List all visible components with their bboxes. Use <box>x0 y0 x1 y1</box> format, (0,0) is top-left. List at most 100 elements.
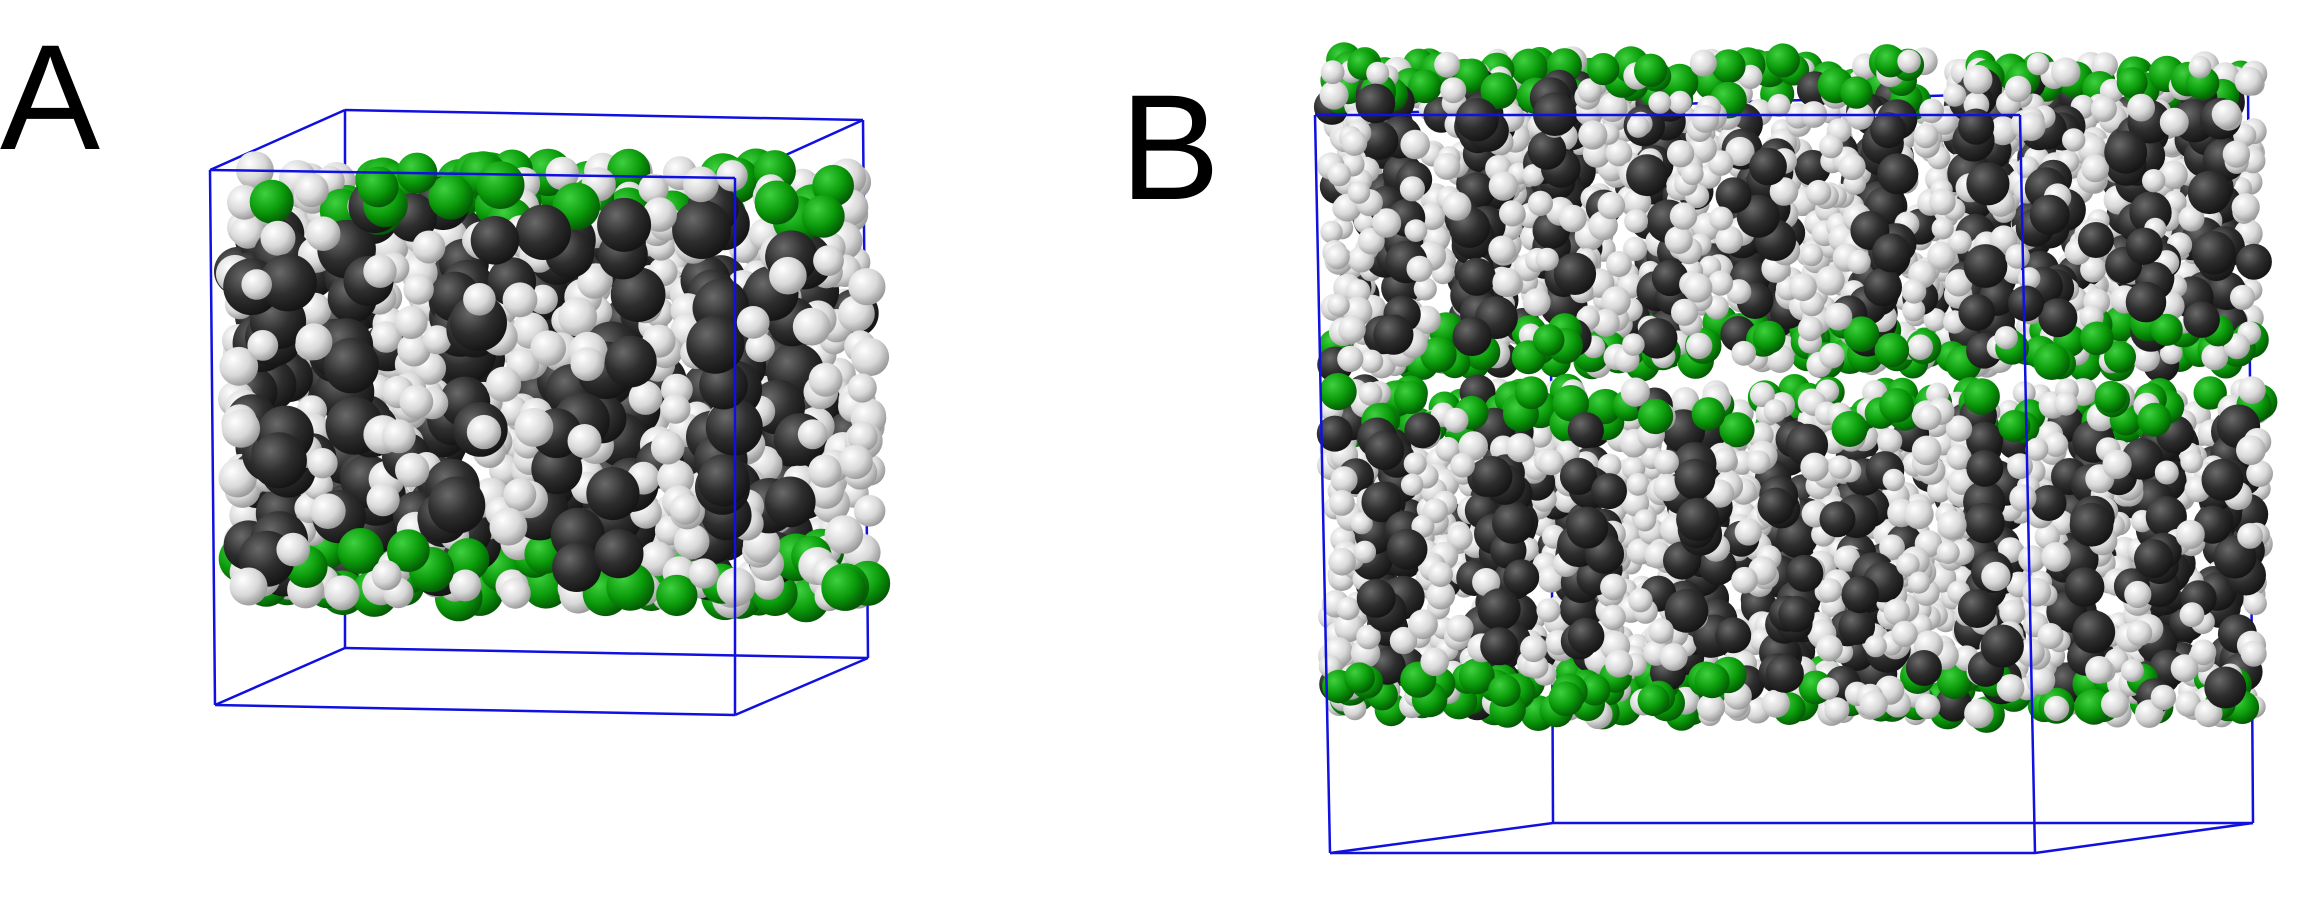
panel-b-box-front <box>1313 113 2037 855</box>
carbon-atom <box>1386 528 1428 570</box>
hydrogen-atom <box>1897 49 1921 74</box>
head-group-atom <box>2080 321 2114 356</box>
hydrogen-atom <box>1664 225 1693 255</box>
hydrogen-atom <box>2154 460 2179 485</box>
hydrogen-atom <box>1620 377 1650 407</box>
hydrogen-atom <box>2022 577 2052 607</box>
hydrogen-atom <box>1408 609 1438 640</box>
head-group-atom <box>1488 674 1521 707</box>
hydrogen-atom <box>1931 217 1954 240</box>
hydrogen-atom <box>1988 116 2018 146</box>
hydrogen-atom <box>1800 243 1824 267</box>
hydrogen-atom <box>1683 273 1713 303</box>
hydrogen-atom <box>1996 674 2025 702</box>
hydrogen-atom <box>1945 415 1973 442</box>
carbon-atom <box>2125 227 2163 265</box>
hydrogen-atom <box>2016 112 2046 141</box>
head-group-atom <box>1874 45 1907 78</box>
hydrogen-atom <box>1359 349 1384 373</box>
hydrogen-atom <box>2005 244 2030 269</box>
hydrogen-atom <box>1520 635 1548 663</box>
hydrogen-atom <box>824 515 864 554</box>
hydrogen-atom <box>1492 267 1522 297</box>
head-group-atom <box>2094 380 2127 413</box>
hydrogen-atom <box>1624 209 1649 234</box>
hydrogen-atom <box>1668 90 1692 114</box>
hydrogen-atom <box>1877 428 1903 454</box>
hydrogen-atom <box>1816 677 1840 700</box>
head-group-atom <box>476 161 525 210</box>
hydrogen-atom <box>1763 399 1787 423</box>
hydrogen-atom <box>1626 115 1650 138</box>
hydrogen-atom <box>1746 450 1771 474</box>
hydrogen-atom <box>683 166 719 203</box>
hydrogen-atom <box>1981 561 2011 592</box>
carbon-atom <box>1636 318 1678 359</box>
carbon-atom <box>1356 578 1396 618</box>
hydrogen-atom <box>2126 620 2153 647</box>
hydrogen-atom <box>1908 571 1931 594</box>
hydrogen-atom <box>769 256 807 295</box>
hydrogen-atom <box>1623 236 1648 261</box>
hydrogen-atom <box>1400 129 1430 160</box>
hydrogen-atom <box>2054 391 2079 416</box>
carbon-atom <box>1957 589 1997 628</box>
carbon-atom <box>2235 243 2272 280</box>
carbon-atom <box>552 542 602 593</box>
hydrogen-atom <box>1577 78 1603 103</box>
hydrogen-atom <box>545 156 579 191</box>
hydrogen-atom <box>1691 105 1720 133</box>
hydrogen-atom <box>1937 510 1967 540</box>
carbon-atom <box>764 476 816 528</box>
hydrogen-atom <box>1472 568 1501 597</box>
carbon-atom <box>1870 112 1907 149</box>
head-group-atom <box>446 538 490 582</box>
hydrogen-atom <box>1628 588 1653 613</box>
hydrogen-atom <box>1488 171 1519 201</box>
head-group-atom <box>1831 411 1868 447</box>
hydrogen-atom <box>2150 684 2177 711</box>
hydrogen-atom <box>1371 208 1402 238</box>
hydrogen-atom <box>688 558 719 589</box>
carbon-atom <box>2029 194 2070 235</box>
carbon-atom <box>1361 481 1402 523</box>
hydrogen-atom <box>1911 435 1942 466</box>
carbon-atom <box>1567 617 1605 655</box>
hydrogen-atom <box>1336 596 1360 621</box>
hydrogen-atom <box>2175 691 2202 717</box>
hydrogen-atom <box>463 283 496 316</box>
hydrogen-atom <box>2243 591 2267 616</box>
hydrogen-atom <box>1522 288 1551 317</box>
hydrogen-atom <box>1800 452 1830 482</box>
head-group-atom <box>821 565 866 611</box>
hydrogen-atom <box>1420 647 1449 677</box>
carbon-atom <box>2069 502 2114 547</box>
carbon-atom <box>1480 627 1519 666</box>
hydrogen-atom <box>1903 499 1934 530</box>
hydrogen-atom <box>1442 191 1472 221</box>
hydrogen-atom <box>1929 188 1956 216</box>
hydrogen-atom <box>2127 93 2156 122</box>
hydrogen-atom <box>1731 340 1757 366</box>
hydrogen-atom <box>1805 179 1832 206</box>
carbon-atom <box>1455 98 1499 142</box>
carbon-atom <box>1966 421 2004 459</box>
hydrogen-atom <box>1697 693 1725 722</box>
hydrogen-atom <box>650 430 685 465</box>
head-group-atom <box>1579 674 1611 706</box>
carbon-atom <box>1980 624 2024 668</box>
carbon-atom <box>1863 267 1903 307</box>
head-group-atom <box>1694 663 1730 699</box>
hydrogen-atom <box>1824 302 1853 331</box>
hydrogen-atom <box>1901 279 1927 304</box>
hydrogen-atom <box>1936 541 1960 564</box>
hydrogen-atom <box>260 220 296 256</box>
hydrogen-atom <box>1366 61 1390 85</box>
carbon-atom <box>2038 298 2078 338</box>
carbon-atom <box>1778 595 1815 633</box>
head-group-atom <box>1458 658 1495 695</box>
hydrogen-atom <box>307 448 338 479</box>
hydrogen-atom <box>1712 447 1737 473</box>
hydrogen-atom <box>848 268 886 306</box>
carbon-atom <box>1819 501 1856 538</box>
